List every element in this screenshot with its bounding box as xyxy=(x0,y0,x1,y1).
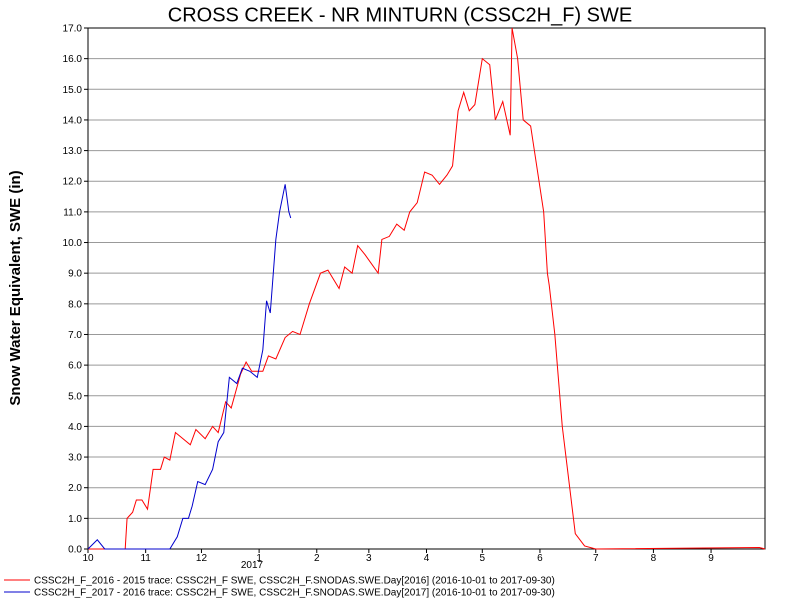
x-tick-label: 1 xyxy=(256,553,262,564)
y-tick-label: 15.0 xyxy=(63,85,83,96)
series-line xyxy=(88,27,766,550)
x-tick-label: 3 xyxy=(366,553,372,564)
x-tick-label: 2 xyxy=(314,553,320,564)
y-tick-label: 17.0 xyxy=(63,24,83,35)
plot-frame xyxy=(87,27,766,550)
y-tick-label: 4.0 xyxy=(68,422,82,433)
x-tick-label: 4 xyxy=(424,553,430,564)
x-tick-label: 11 xyxy=(140,553,151,564)
x-tick-label: 5 xyxy=(480,553,486,564)
legend-label: CSSC2H_F_2016 - 2015 trace: CSSC2H_F SWE… xyxy=(34,576,555,587)
y-tick-label: 10.0 xyxy=(63,238,83,249)
y-tick-label: 12.0 xyxy=(63,177,83,188)
y-tick-label: 5.0 xyxy=(68,391,82,402)
x-tick-label: 7 xyxy=(593,553,599,564)
y-tick-label: 14.0 xyxy=(63,115,83,126)
y-tick-label: 8.0 xyxy=(68,299,82,310)
x-tick-label: 6 xyxy=(537,553,543,564)
x-annotation: 2017 xyxy=(241,560,264,571)
legend-label: CSSC2H_F_2017 - 2016 trace: CSSC2H_F SWE… xyxy=(34,588,555,599)
y-tick-label: 13.0 xyxy=(63,146,83,157)
y-tick-label: 1.0 xyxy=(68,514,82,525)
x-tick-label: 9 xyxy=(708,553,714,564)
y-tick-label: 3.0 xyxy=(68,453,82,464)
y-tick-label: 2.0 xyxy=(68,483,82,494)
x-tick-label: 12 xyxy=(196,553,208,564)
chart-title: CROSS CREEK - NR MINTURN (CSSC2H_F) SWE xyxy=(168,4,632,26)
y-tick-label: 11.0 xyxy=(63,207,82,218)
y-tick-label: 0.0 xyxy=(68,545,82,556)
y-tick-label: 16.0 xyxy=(63,54,83,65)
y-tick-label: 7.0 xyxy=(68,330,82,341)
y-tick-label: 6.0 xyxy=(68,361,82,372)
x-tick-label: 10 xyxy=(82,553,94,564)
y-tick-label: 9.0 xyxy=(68,269,82,280)
y-axis-title: Snow Water Equivalent, SWE (in) xyxy=(7,170,24,405)
series-line xyxy=(87,184,292,550)
x-tick-label: 8 xyxy=(651,553,657,564)
